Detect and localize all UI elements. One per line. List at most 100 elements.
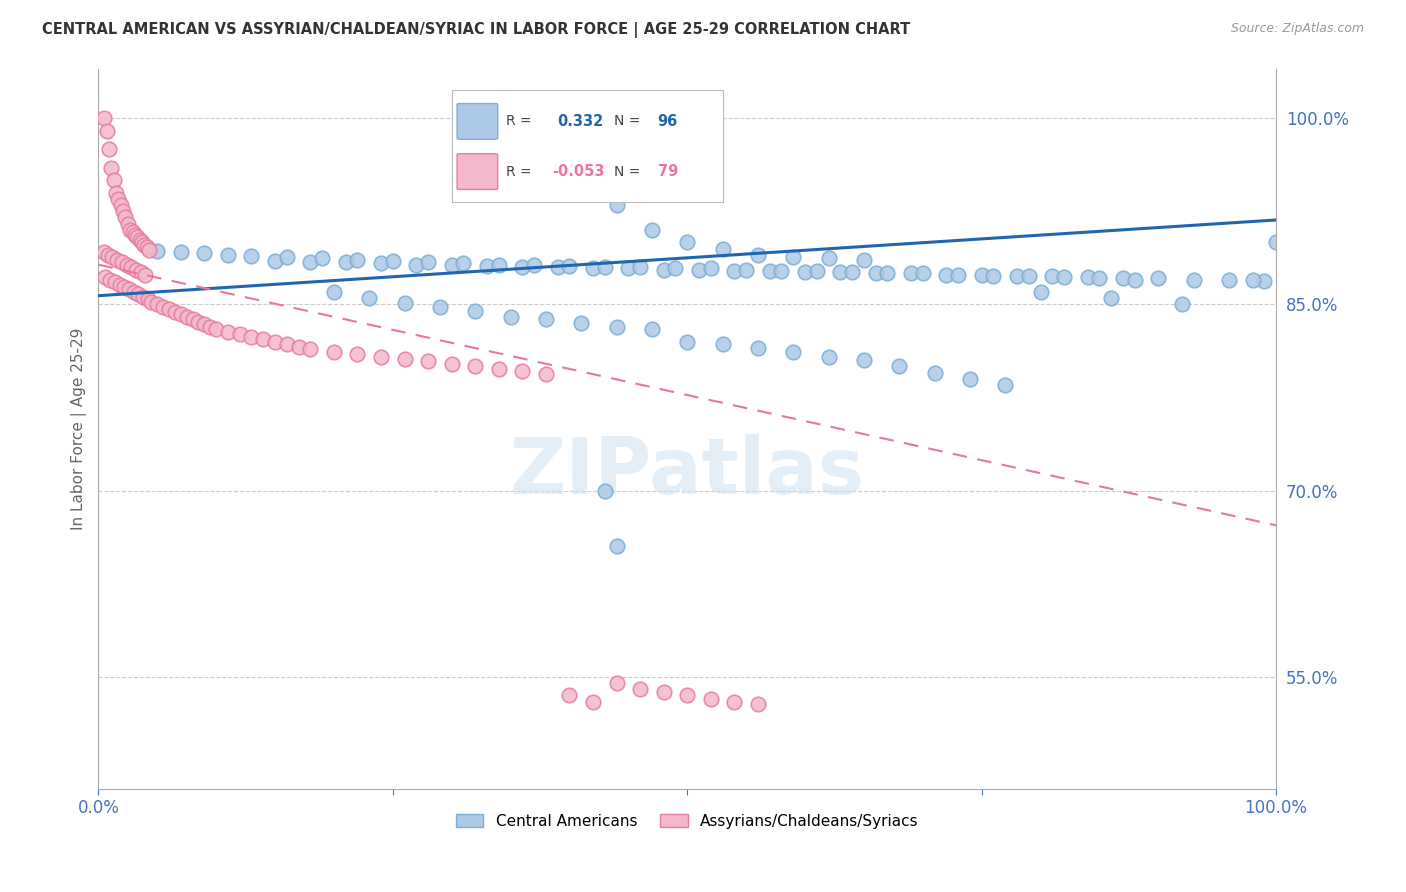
Point bbox=[170, 245, 193, 260]
Point bbox=[924, 366, 946, 380]
Point bbox=[1053, 270, 1076, 285]
Point bbox=[299, 342, 322, 356]
Point bbox=[582, 695, 605, 709]
Point bbox=[770, 264, 793, 278]
Point bbox=[830, 265, 852, 279]
Point bbox=[134, 268, 156, 282]
Point bbox=[370, 256, 392, 270]
Point bbox=[112, 280, 135, 294]
Point bbox=[865, 266, 887, 280]
Point bbox=[112, 204, 135, 219]
Point bbox=[240, 329, 263, 343]
Point bbox=[747, 341, 769, 355]
Point bbox=[105, 186, 128, 200]
Point bbox=[120, 223, 142, 237]
Point bbox=[499, 310, 522, 324]
Text: ZIPatlas: ZIPatlas bbox=[510, 434, 865, 509]
Point bbox=[264, 334, 287, 349]
Point bbox=[405, 258, 427, 272]
Point bbox=[782, 344, 804, 359]
Point bbox=[606, 676, 628, 690]
Point bbox=[97, 142, 120, 156]
Point bbox=[1018, 268, 1040, 283]
Point bbox=[93, 111, 115, 125]
Point bbox=[569, 173, 592, 187]
Point bbox=[322, 285, 344, 299]
Point bbox=[688, 262, 710, 277]
Point bbox=[617, 261, 640, 276]
Point bbox=[136, 293, 159, 307]
Point bbox=[676, 689, 699, 703]
Point bbox=[111, 255, 134, 269]
Point bbox=[128, 233, 150, 247]
Point bbox=[852, 252, 875, 267]
Point bbox=[794, 265, 817, 279]
Point bbox=[108, 277, 131, 292]
Point bbox=[512, 260, 534, 274]
Point bbox=[276, 337, 298, 351]
Point bbox=[287, 340, 309, 354]
Point bbox=[959, 372, 981, 386]
Point bbox=[394, 351, 416, 366]
Point bbox=[394, 296, 416, 310]
Point bbox=[464, 303, 486, 318]
Point bbox=[416, 354, 439, 368]
Point bbox=[676, 235, 699, 250]
Point bbox=[488, 258, 510, 272]
Point bbox=[146, 244, 169, 258]
Point bbox=[96, 123, 118, 137]
Point bbox=[782, 250, 804, 264]
Point bbox=[569, 316, 592, 330]
Point bbox=[946, 268, 969, 282]
Point bbox=[534, 367, 557, 381]
Point bbox=[429, 300, 451, 314]
Point bbox=[606, 540, 628, 554]
Point bbox=[124, 227, 146, 242]
Point bbox=[817, 252, 839, 266]
Point bbox=[1112, 271, 1135, 285]
Point bbox=[163, 305, 186, 319]
Point bbox=[1241, 272, 1264, 286]
Point bbox=[1077, 270, 1099, 285]
Legend: Central Americans, Assyrians/Chaldeans/Syriacs: Central Americans, Assyrians/Chaldeans/S… bbox=[450, 807, 925, 835]
Point bbox=[900, 266, 922, 280]
Point bbox=[994, 378, 1017, 392]
Point bbox=[141, 294, 163, 309]
Point bbox=[911, 266, 934, 280]
Point bbox=[370, 350, 392, 364]
Point bbox=[983, 268, 1005, 283]
Point bbox=[335, 255, 357, 269]
Point bbox=[747, 697, 769, 711]
Point bbox=[346, 252, 368, 267]
Point bbox=[114, 211, 136, 225]
Point bbox=[628, 682, 651, 697]
Point bbox=[94, 270, 117, 285]
Point bbox=[970, 268, 993, 282]
Point bbox=[652, 262, 675, 277]
Point bbox=[100, 161, 122, 175]
Point bbox=[157, 302, 180, 317]
Point bbox=[240, 249, 263, 263]
Point bbox=[416, 255, 439, 269]
Point bbox=[127, 287, 149, 301]
Point bbox=[711, 242, 734, 256]
Point bbox=[181, 312, 204, 326]
Point bbox=[98, 272, 121, 286]
Point bbox=[200, 319, 222, 334]
Point bbox=[852, 353, 875, 368]
Point bbox=[193, 246, 215, 260]
Point bbox=[523, 258, 546, 272]
Point bbox=[146, 297, 169, 311]
Point bbox=[135, 240, 157, 254]
Point bbox=[127, 230, 149, 244]
Point bbox=[841, 265, 863, 279]
Point bbox=[652, 684, 675, 698]
Point bbox=[935, 268, 957, 282]
Point bbox=[252, 332, 274, 346]
Point bbox=[488, 362, 510, 376]
Point bbox=[299, 255, 322, 269]
Point bbox=[217, 325, 239, 339]
Point bbox=[105, 252, 128, 267]
Point bbox=[711, 337, 734, 351]
Point bbox=[205, 322, 228, 336]
